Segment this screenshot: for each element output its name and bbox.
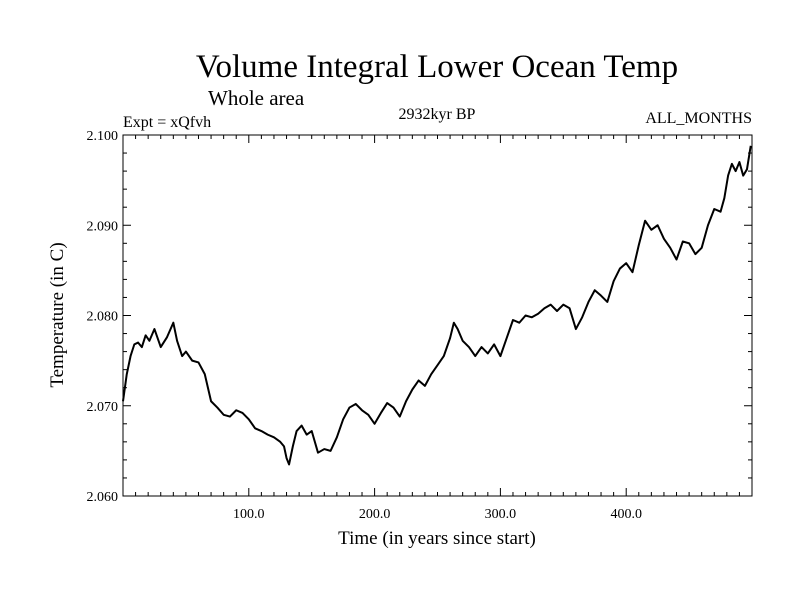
- y-tick-label: 2.070: [87, 400, 119, 415]
- series-line: [122, 145, 752, 466]
- x-tick-label: 100.0: [233, 507, 265, 522]
- y-tick-label: 2.090: [87, 219, 119, 234]
- period-label: 2932kyr BP: [399, 106, 476, 123]
- x-axis-label: Time (in years since start): [338, 528, 536, 549]
- plot-frame: [122, 134, 753, 497]
- y-axis-tick-labels: 2.060 2.070 2.080 2.090 2.100: [87, 129, 119, 505]
- x-tick-label: 300.0: [485, 507, 517, 522]
- x-tick-label: 200.0: [359, 507, 391, 522]
- y-axis-ticks: [123, 152, 752, 479]
- y-tick-label: 2.060: [87, 490, 119, 505]
- chart-subtitle: Whole area: [208, 86, 305, 110]
- y-axis-label: Temperature (in C): [47, 242, 68, 387]
- y-tick-label: 2.100: [87, 129, 119, 144]
- x-tick-label: 400.0: [610, 507, 642, 522]
- y-tick-label: 2.080: [87, 310, 119, 325]
- experiment-label: Expt = xQfvh: [123, 114, 211, 131]
- x-axis-tick-labels: 100.0 200.0 300.0 400.0: [233, 507, 642, 522]
- chart-title: Volume Integral Lower Ocean Temp: [196, 49, 678, 85]
- x-axis-ticks: [135, 135, 740, 496]
- months-label: ALL_MONTHS: [645, 110, 752, 127]
